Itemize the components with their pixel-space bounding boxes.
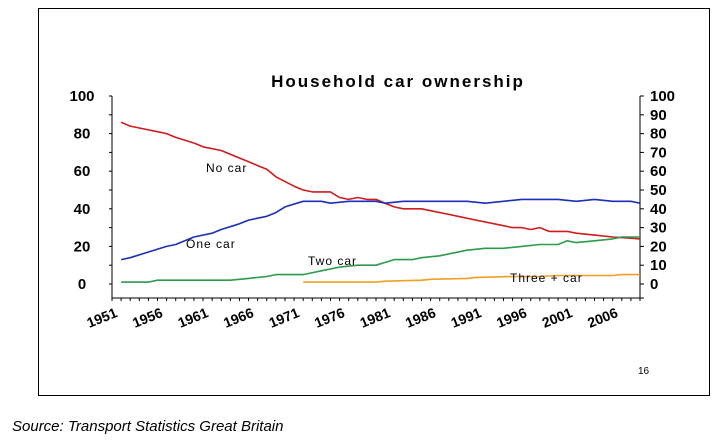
label-one-car: One car <box>186 237 236 251</box>
x-tick-label: 1956 <box>130 304 165 331</box>
source-caption: Source: Transport Statistics Great Brita… <box>12 418 284 435</box>
right-tick-label: 100 <box>650 88 675 105</box>
right-tick-label: 20 <box>650 238 667 255</box>
x-tick-label: 1966 <box>221 304 256 331</box>
left-tick-label: 80 <box>74 126 91 143</box>
right-tick-label: 50 <box>650 182 667 199</box>
x-tick-label: 1986 <box>403 304 438 331</box>
x-tick-label: 2006 <box>585 304 620 331</box>
right-tick-label: 60 <box>650 163 667 180</box>
chart-title: Household car ownership <box>271 72 525 91</box>
left-tick-label: 40 <box>74 201 91 218</box>
series-line-three-car <box>303 273 640 283</box>
label-two-car: Two car <box>308 254 357 268</box>
left-tick-label: 60 <box>74 163 91 180</box>
x-axis-tick-labels: 1951 1956 1961 1966 1971 1976 1981 1986 1991 1996… <box>84 304 620 331</box>
series-line-one-car <box>120 198 641 261</box>
series-line-two-car <box>121 236 640 283</box>
right-tick-label: 30 <box>650 220 667 237</box>
series-line-no-car <box>120 121 641 240</box>
right-tick-label: 40 <box>650 201 667 218</box>
series-lines <box>120 121 641 283</box>
label-no-car: No car <box>206 161 247 175</box>
x-tick-label: 1961 <box>175 304 210 331</box>
right-tick-label: 70 <box>650 144 667 161</box>
left-axis-ticks: 100 80 60 40 20 0 <box>69 88 112 293</box>
label-three-plus-car: Three + car <box>510 271 583 285</box>
x-tick-marks <box>111 298 641 301</box>
x-tick-label: 1991 <box>449 304 484 331</box>
left-tick-label: 20 <box>74 238 91 255</box>
x-tick-label: 1996 <box>494 304 529 331</box>
right-tick-label: 90 <box>650 107 667 124</box>
x-tick-label: 2001 <box>540 304 575 331</box>
x-tick-label: 1981 <box>358 304 393 331</box>
right-tick-label: 80 <box>650 126 667 143</box>
right-tick-label: 0 <box>650 276 658 293</box>
left-tick-label: 100 <box>69 88 94 105</box>
x-tick-label: 1976 <box>312 304 347 331</box>
right-tick-label: 10 <box>650 257 667 274</box>
left-tick-label: 0 <box>78 276 86 293</box>
page-number: 16 <box>638 366 650 377</box>
x-tick-label: 1971 <box>267 304 302 331</box>
x-tick-label: 1951 <box>84 304 119 331</box>
chart-frame <box>38 8 710 396</box>
